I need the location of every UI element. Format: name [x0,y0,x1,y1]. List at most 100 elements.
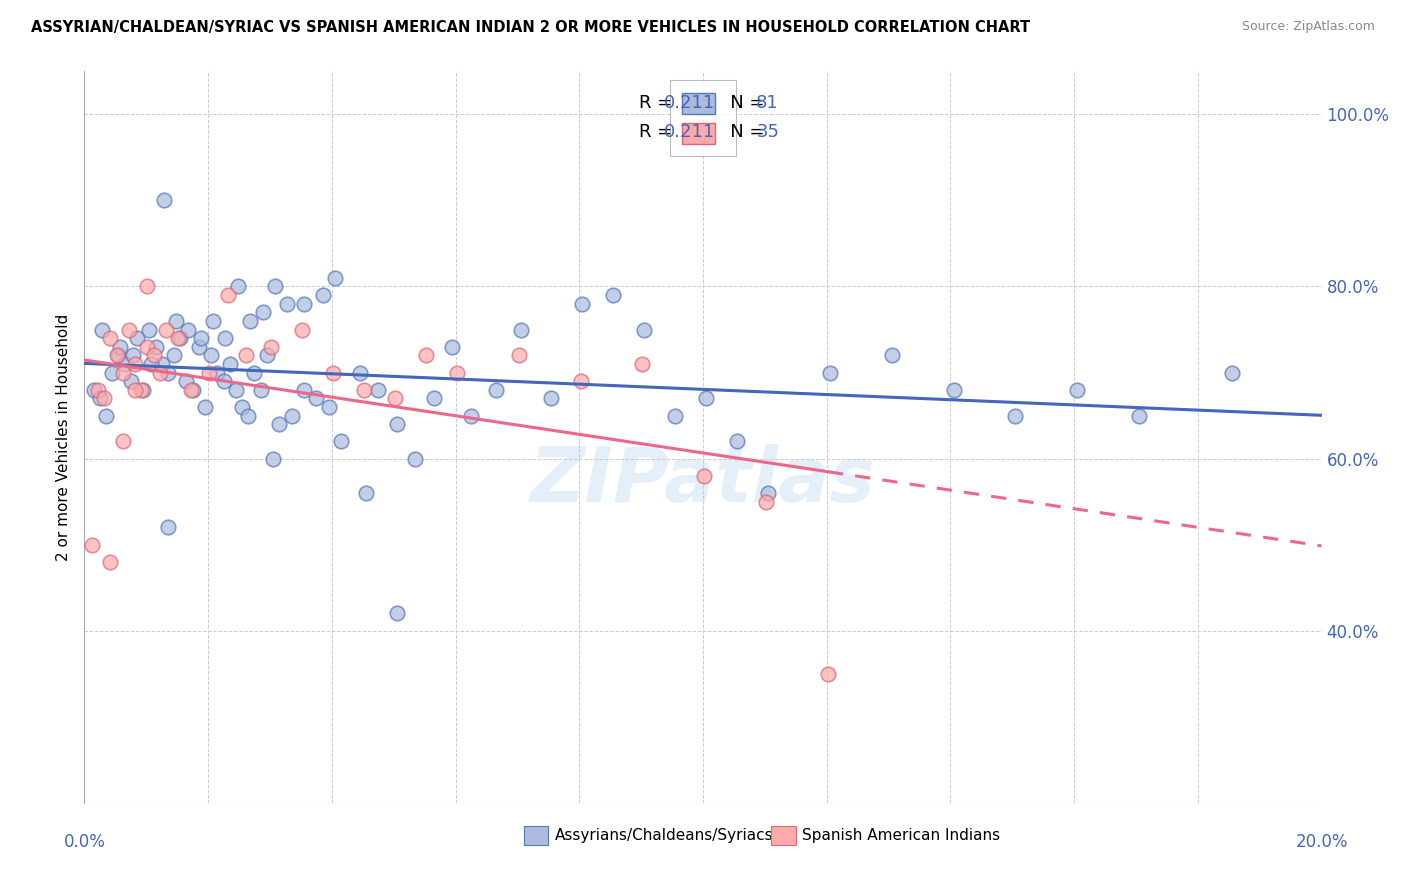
Point [83,383,105,397]
Point [1066,383,1088,397]
Point [202,314,225,328]
Point [441,340,464,354]
Point [633,322,655,336]
Point [136,340,159,354]
Point [190,331,212,345]
Point [155,322,177,336]
Point [200,348,222,362]
Text: R =: R = [638,94,678,112]
Point [156,520,179,534]
Point [509,322,531,336]
Point [323,271,346,285]
Point [107,348,129,362]
Point [269,417,291,432]
Point [156,366,179,380]
Point [367,383,389,397]
Point [817,666,839,681]
Point [664,409,686,423]
Point [212,374,235,388]
Point [508,348,530,362]
Point [291,322,314,336]
Point [225,383,247,397]
Point [460,409,482,423]
Point [214,331,236,345]
Point [415,348,437,362]
Point [141,357,163,371]
Point [404,451,426,466]
Point [540,392,562,406]
Point [169,331,191,345]
Point [165,314,187,328]
Text: 20.0%: 20.0% [1295,833,1348,851]
Point [385,607,408,621]
Bar [523,826,548,846]
Text: 0.211: 0.211 [664,94,714,112]
Point [150,357,173,371]
Text: R =: R = [638,123,678,141]
Point [725,434,748,449]
Y-axis label: 2 or more Vehicles in Household: 2 or more Vehicles in Household [56,313,72,561]
Legend: , : , [669,80,737,156]
Point [602,288,624,302]
Point [695,392,717,406]
Point [129,383,152,397]
Point [152,194,174,208]
Point [124,383,146,397]
Point [181,383,204,397]
Point [132,383,155,397]
Point [252,305,274,319]
Point [177,322,200,336]
Point [89,392,111,406]
Point [207,366,229,380]
Point [145,340,167,354]
Point [322,366,344,380]
Point [111,434,134,449]
Text: 0.0%: 0.0% [63,833,105,851]
Point [218,357,240,371]
Point [305,392,328,406]
Point [114,357,136,371]
Point [354,486,377,500]
Text: N =: N = [713,123,770,141]
Point [167,331,190,345]
Point [264,279,287,293]
Point [98,331,121,345]
Point [276,296,298,310]
Text: Assyrians/Chaldeans/Syriacs: Assyrians/Chaldeans/Syriacs [554,828,773,843]
Point [163,348,186,362]
Point [120,374,142,388]
Point [98,555,121,569]
Point [384,392,406,406]
Point [125,331,148,345]
Point [262,451,284,466]
Point [292,296,315,310]
Point [235,348,257,362]
Point [349,366,371,380]
Text: 81: 81 [756,94,779,112]
Text: Spanish American Indians: Spanish American Indians [801,828,1000,843]
Point [101,366,124,380]
Point [353,383,375,397]
Point [136,279,159,293]
Point [111,366,134,380]
Point [93,392,115,406]
Point [198,366,221,380]
Point [1128,409,1150,423]
Text: 0.211: 0.211 [664,123,714,141]
Bar [770,826,796,846]
Point [631,357,654,371]
Point [94,409,117,423]
Point [138,322,160,336]
Point [124,357,146,371]
Text: ZIPatlas: ZIPatlas [530,444,876,518]
Point [105,348,128,362]
Point [149,366,172,380]
Point [256,348,278,362]
Point [180,383,202,397]
Point [1004,409,1026,423]
Point [110,340,132,354]
Point [311,288,333,302]
Point [121,348,143,362]
Text: Source: ZipAtlas.com: Source: ZipAtlas.com [1241,20,1375,33]
Point [239,314,262,328]
